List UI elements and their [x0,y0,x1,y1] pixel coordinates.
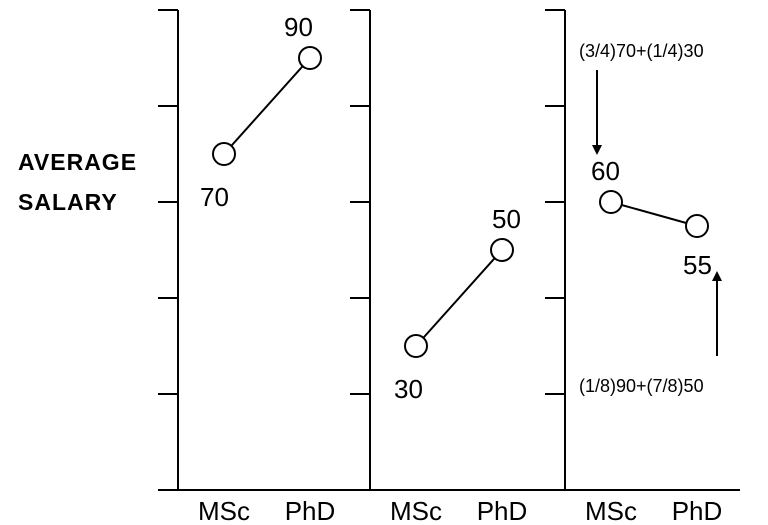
series-line [610,201,698,227]
series-line [415,249,503,347]
data-point-msc [212,142,236,166]
data-label-msc: 70 [200,182,229,212]
chart-panels: MSc PhD 70 90 MSc PhD 30 50 MSc PhD 60 55 (3/4)70+(1… [158,9,740,525]
series-line [223,57,311,155]
x-tick-label-phd: PhD [477,496,528,525]
annotation-top: (3/4)70+(1/4)30 [579,41,704,61]
y-axis-label-line-1: AVERAGE [18,149,137,175]
panel-3: MSc PhD 60 55 (3/4)70+(1/4)30 (1/8)90+(7/8)50 [545,9,740,525]
x-tick-label-msc: MSc [390,496,442,525]
data-point-msc [404,334,428,358]
data-point-phd [490,238,514,262]
data-label-phd: 55 [683,250,712,280]
panel-1: MSc PhD 70 90 [158,9,353,525]
data-point-phd [298,46,322,70]
annotation-bottom: (1/8)90+(7/8)50 [579,376,704,396]
panel-2: MSc PhD 30 50 [350,9,545,525]
x-tick-label-msc: MSc [198,496,250,525]
data-label-phd: 90 [284,12,313,42]
data-label-msc: 60 [591,156,620,186]
x-tick-label-phd: PhD [285,496,336,525]
data-label-phd: 50 [492,204,521,234]
x-tick-label-phd: PhD [672,496,723,525]
y-axis-label-line-2: SALARY [18,189,118,215]
data-point-phd [685,214,709,238]
x-tick-label-msc: MSc [585,496,637,525]
data-label-msc: 30 [394,374,423,404]
data-point-msc [599,190,623,214]
